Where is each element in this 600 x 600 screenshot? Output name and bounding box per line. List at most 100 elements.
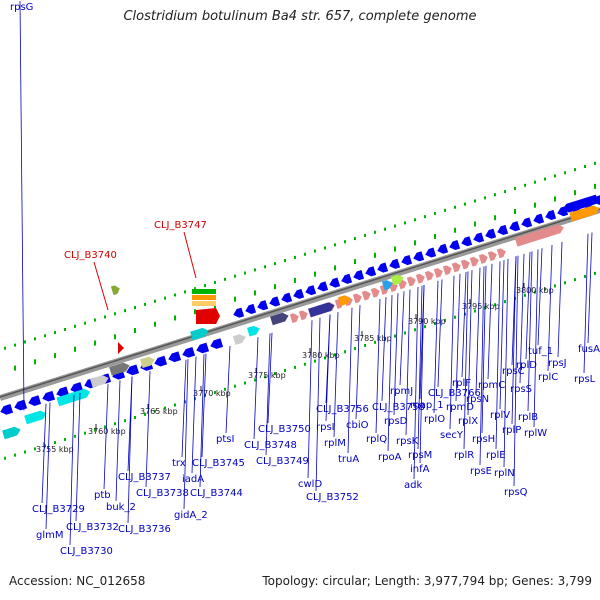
cds-arrow[interactable] bbox=[209, 338, 224, 350]
cds-arrow[interactable] bbox=[280, 292, 293, 305]
guide-dot bbox=[594, 161, 596, 165]
feature-block[interactable] bbox=[390, 273, 405, 286]
leader-line bbox=[191, 356, 197, 474]
rrna-block[interactable] bbox=[415, 273, 426, 284]
cds-arrow[interactable] bbox=[436, 243, 449, 256]
gene-label: buk_2 bbox=[106, 502, 136, 513]
feature-block[interactable] bbox=[56, 387, 91, 407]
rrna-block[interactable] bbox=[433, 267, 444, 278]
cds-arrow[interactable] bbox=[0, 404, 14, 416]
highlight-gene[interactable] bbox=[110, 284, 121, 296]
guide-dot bbox=[394, 334, 396, 338]
guide-dot bbox=[594, 271, 596, 275]
feature-block[interactable] bbox=[24, 409, 48, 425]
rrna-block[interactable] bbox=[442, 264, 453, 276]
leader-line bbox=[455, 273, 461, 402]
cds-arrow[interactable] bbox=[520, 217, 533, 229]
rrna-block[interactable] bbox=[514, 223, 565, 247]
rrna-block[interactable] bbox=[424, 270, 435, 281]
cds-arrow[interactable] bbox=[244, 303, 257, 316]
rrna-block[interactable] bbox=[370, 287, 381, 298]
cds-arrow[interactable] bbox=[13, 399, 28, 412]
rrna-block[interactable] bbox=[451, 261, 462, 273]
cds-arrow[interactable] bbox=[424, 247, 437, 259]
guide-tick bbox=[34, 359, 36, 365]
cds-arrow[interactable] bbox=[292, 288, 305, 301]
cds-arrow[interactable] bbox=[167, 351, 182, 363]
leader-line bbox=[399, 291, 405, 386]
cds-arrow[interactable] bbox=[69, 382, 84, 394]
cds-arrow[interactable] bbox=[256, 300, 269, 312]
cds-arrow[interactable] bbox=[472, 232, 485, 244]
rrna-block[interactable] bbox=[298, 309, 309, 321]
feature-block[interactable] bbox=[90, 374, 110, 388]
guide-dot bbox=[144, 412, 146, 416]
feature-block[interactable] bbox=[270, 311, 290, 326]
cds-arrow[interactable] bbox=[400, 254, 413, 267]
guide-dot bbox=[454, 315, 456, 319]
cds-arrow[interactable] bbox=[448, 239, 461, 252]
feature-block[interactable] bbox=[232, 333, 247, 345]
cds-arrow[interactable] bbox=[304, 285, 317, 297]
rrna-block[interactable] bbox=[289, 312, 300, 324]
leader-line bbox=[381, 297, 387, 402]
cds-arrow[interactable] bbox=[316, 281, 329, 293]
map-title: Clostridium botulinum Ba4 str. 657, comp… bbox=[123, 9, 477, 24]
cds-arrow[interactable] bbox=[232, 307, 245, 320]
feature-block[interactable] bbox=[337, 294, 352, 306]
cds-arrow[interactable] bbox=[153, 355, 168, 368]
cds-arrow[interactable] bbox=[376, 262, 389, 275]
tick-label: 3765 kbp bbox=[140, 407, 178, 416]
cds-arrow[interactable] bbox=[41, 390, 56, 403]
feature-block[interactable] bbox=[569, 204, 600, 222]
rrna-block[interactable] bbox=[406, 275, 417, 287]
feature-block[interactable] bbox=[381, 279, 394, 291]
cds-arrow[interactable] bbox=[125, 364, 140, 377]
guide-tick bbox=[534, 202, 536, 208]
rrna-block[interactable] bbox=[352, 292, 363, 304]
guide-dot bbox=[344, 240, 346, 244]
rrna-block[interactable] bbox=[460, 258, 471, 270]
tick-label: 3760 kbp bbox=[88, 427, 126, 436]
guide-dot bbox=[224, 387, 226, 391]
gene-label: rpsH bbox=[472, 434, 495, 445]
guide-dot bbox=[74, 434, 76, 438]
gene-features[interactable] bbox=[0, 194, 600, 440]
tick-label: 3755 kbp bbox=[36, 445, 74, 454]
guide-dot bbox=[264, 265, 266, 269]
gene-label: rpsC bbox=[502, 366, 525, 377]
feature-block[interactable] bbox=[2, 425, 22, 440]
cds-arrow[interactable] bbox=[268, 296, 281, 308]
cds-arrow[interactable] bbox=[27, 395, 42, 407]
cds-arrow[interactable] bbox=[181, 347, 196, 359]
cds-arrow[interactable] bbox=[460, 236, 473, 248]
cds-arrow[interactable] bbox=[484, 228, 497, 241]
gene-label: gidA_2 bbox=[174, 510, 208, 521]
cds-arrow[interactable] bbox=[508, 221, 521, 233]
cds-arrow[interactable] bbox=[340, 273, 353, 286]
cds-arrow[interactable] bbox=[388, 258, 401, 271]
cds-arrow[interactable] bbox=[412, 251, 425, 263]
feature-block[interactable] bbox=[190, 326, 210, 341]
cds-arrow[interactable] bbox=[55, 386, 70, 398]
feature-block[interactable] bbox=[308, 301, 336, 318]
rrna-block[interactable] bbox=[496, 247, 507, 259]
guide-dot bbox=[94, 428, 96, 432]
rrna-block[interactable] bbox=[361, 290, 372, 301]
cds-arrow[interactable] bbox=[532, 213, 545, 226]
cds-arrow[interactable] bbox=[364, 266, 377, 278]
cds-arrow[interactable] bbox=[544, 209, 557, 222]
cds-arrow[interactable] bbox=[496, 224, 509, 237]
cds-arrow[interactable] bbox=[352, 270, 365, 282]
gene-label: fusA_1 bbox=[578, 344, 600, 355]
feature-block[interactable] bbox=[246, 324, 261, 337]
feature-block[interactable] bbox=[109, 361, 131, 376]
cds-arrow[interactable] bbox=[561, 194, 599, 214]
rrna-block[interactable] bbox=[487, 250, 498, 262]
rrna-block[interactable] bbox=[469, 256, 480, 267]
rrna-block[interactable] bbox=[478, 253, 489, 264]
cds-arrow[interactable] bbox=[195, 342, 210, 355]
cds-arrow[interactable] bbox=[328, 277, 341, 290]
feature-block[interactable] bbox=[139, 355, 156, 369]
